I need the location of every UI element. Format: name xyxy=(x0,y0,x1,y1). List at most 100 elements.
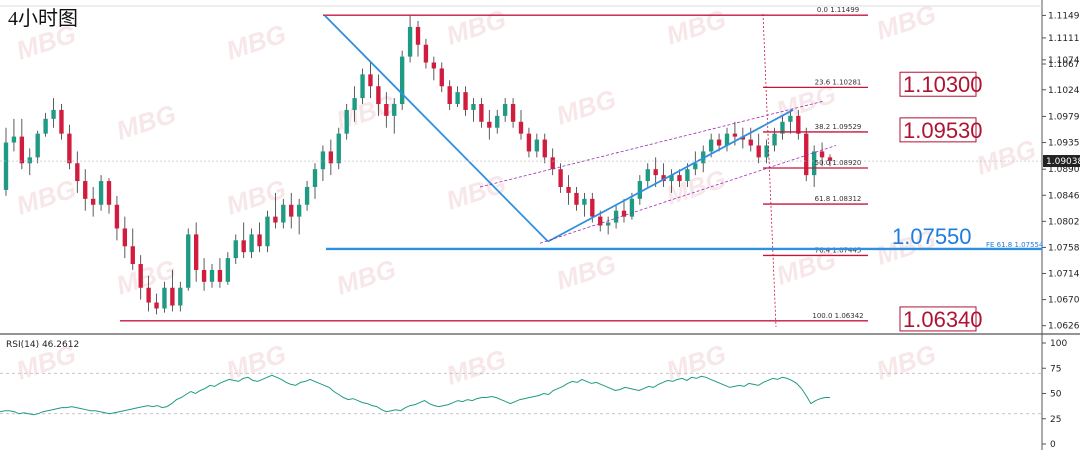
candle-body xyxy=(107,181,111,205)
candle xyxy=(20,119,24,169)
rsi-tick-label: 50 xyxy=(1050,390,1062,400)
fib-level-label: 50.0 1.08920 xyxy=(815,159,862,167)
candle-body xyxy=(448,86,452,104)
watermark-text: MBG xyxy=(223,173,290,220)
candle xyxy=(99,175,103,211)
candle xyxy=(249,228,253,258)
candle xyxy=(234,234,238,264)
candle xyxy=(305,181,309,211)
candle xyxy=(503,98,507,122)
candle-body xyxy=(83,181,87,199)
price-tick-label: 1.11495 xyxy=(1048,11,1080,21)
candle-body xyxy=(638,181,642,199)
candle-body xyxy=(543,140,547,158)
uptrend-line xyxy=(548,110,793,242)
key-level-label: 1.09530 xyxy=(903,118,983,143)
candle-body xyxy=(234,240,238,258)
watermark-text: MBG xyxy=(223,18,290,65)
candle-body xyxy=(677,175,681,181)
candle-body xyxy=(408,27,412,57)
candle xyxy=(543,134,547,164)
candle-body xyxy=(337,134,341,164)
candle xyxy=(804,128,808,181)
rsi-tick-label: 75 xyxy=(1050,364,1061,374)
candle xyxy=(313,163,317,199)
candle-body xyxy=(202,270,206,282)
candle-body xyxy=(12,137,16,143)
candle-body xyxy=(400,57,404,104)
watermark-text: MBG xyxy=(873,0,940,46)
candle-body xyxy=(59,110,63,134)
candle xyxy=(455,86,459,107)
watermark-text: MBG xyxy=(973,133,1040,180)
candle-body xyxy=(75,163,79,181)
candle xyxy=(107,178,111,214)
candle xyxy=(337,128,341,169)
candle xyxy=(408,16,412,63)
candle xyxy=(202,258,206,291)
watermark-text: MBG xyxy=(333,88,400,135)
price-tick-label: 1.06700 xyxy=(1048,296,1080,306)
candle xyxy=(487,110,491,140)
candle xyxy=(12,119,16,152)
candle xyxy=(218,258,222,288)
candle-body xyxy=(51,110,55,119)
candle-body xyxy=(487,122,491,128)
candle xyxy=(368,63,372,99)
candle-body xyxy=(590,199,594,217)
candle-body xyxy=(558,169,562,187)
rsi-title: RSI(14) 46.2612 xyxy=(6,340,79,350)
candle xyxy=(131,228,135,269)
candle-body xyxy=(551,157,555,169)
fib-level-label: 23.6 1.10281 xyxy=(815,78,862,86)
fib-vertical-line xyxy=(763,14,776,327)
candle-body xyxy=(91,199,95,205)
candle-body xyxy=(305,187,309,205)
key-level-label: 1.07550 xyxy=(892,224,972,249)
candle xyxy=(725,128,729,152)
candle-body xyxy=(67,134,71,164)
candle-body xyxy=(178,288,182,306)
candle xyxy=(51,98,55,128)
candle-body xyxy=(194,234,198,270)
candle xyxy=(535,134,539,158)
price-tick-label: 1.09350 xyxy=(1048,139,1080,149)
candle-body xyxy=(170,288,174,306)
candle-body xyxy=(257,234,261,246)
candle-body xyxy=(368,74,372,86)
rsi-tick-label: 25 xyxy=(1050,415,1061,425)
candle xyxy=(582,193,586,217)
candle-body xyxy=(709,140,713,152)
candle-body xyxy=(606,223,610,226)
candle-body xyxy=(416,27,420,45)
chart-title: 4小时图 xyxy=(8,7,78,30)
candle-body xyxy=(432,63,436,69)
candle-body xyxy=(313,169,317,187)
candle-body xyxy=(424,45,428,63)
candle-body xyxy=(43,119,47,134)
candle xyxy=(226,252,230,285)
candle-body xyxy=(210,270,214,282)
candle-body xyxy=(535,140,539,152)
candle-body xyxy=(685,169,689,181)
candle-body xyxy=(455,92,459,104)
candle xyxy=(91,187,95,217)
price-tick-label: 1.11115 xyxy=(1048,34,1080,44)
price-tick-label: 1.06260 xyxy=(1048,322,1080,332)
candle xyxy=(551,148,555,175)
candle-body xyxy=(566,187,570,193)
candle-body xyxy=(384,104,388,116)
candle xyxy=(178,282,182,312)
candle-body xyxy=(154,303,158,309)
candle-body xyxy=(139,264,143,288)
watermark-text: MBG xyxy=(663,163,730,210)
price-tick-label: 1.08020 xyxy=(1048,217,1080,227)
watermark-text: MBG xyxy=(553,83,620,130)
candle-body xyxy=(162,288,166,309)
candle xyxy=(67,125,71,169)
candle-body xyxy=(717,140,721,146)
candle xyxy=(772,128,776,152)
price-tick-label: 1.07140 xyxy=(1048,270,1080,280)
fib-level-label: 0.0 1.11499 xyxy=(817,6,859,14)
fib-level-label: 76.4 1.07445 xyxy=(815,246,862,254)
